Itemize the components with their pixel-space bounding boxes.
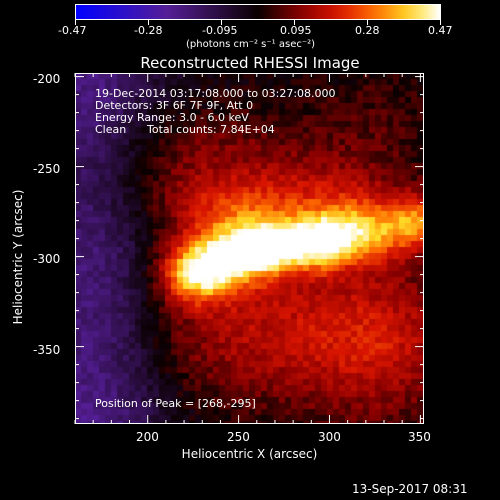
colorbar-tick-label: -0.095	[202, 24, 238, 37]
plot-area: 19-Dec-2014 03:17:08.000 to 03:27:08.000…	[74, 73, 424, 424]
y-tick-label: -200	[33, 72, 61, 86]
y-tick-label: -250	[33, 162, 61, 176]
colorbar-tick-mark	[294, 20, 295, 25]
footer-timestamp: 13-Sep-2017 08:31	[352, 482, 468, 496]
colorbar-tick-mark	[367, 20, 368, 25]
y-tick-label: -350	[33, 343, 61, 357]
colorbar-tick-mark	[440, 20, 441, 25]
colorbar-tick-mark	[75, 20, 76, 25]
plot-frame	[75, 73, 424, 424]
x-tick-label: 250	[227, 430, 250, 444]
colorbar-tick-mark	[221, 20, 222, 25]
plot-axes	[74, 73, 424, 424]
annotation-detectors: Detectors: 3F 6F 7F 9F, Att 0	[95, 99, 254, 112]
colorbar-tick-label: 0.47	[428, 24, 453, 37]
heatmap-image	[75, 73, 424, 424]
colorbar-tick-label: 0.095	[280, 24, 312, 37]
colorbar-tick-label: -0.47	[58, 24, 87, 37]
colorbar	[75, 4, 441, 25]
y-axis-label: Heliocentric Y (arcsec)	[11, 189, 25, 325]
x-tick-label: 350	[408, 430, 431, 444]
annotation-time-range: 19-Dec-2014 03:17:08.000 to 03:27:08.000	[95, 87, 336, 100]
annotation-clean: Clean	[95, 123, 127, 136]
plot-title: Reconstructed RHESSI Image	[140, 54, 360, 72]
x-tick-label: 300	[318, 430, 341, 444]
x-tick-label: 200	[136, 430, 159, 444]
annotation-energy: Energy Range: 3.0 - 6.0 keV	[95, 111, 249, 124]
colorbar-unit-label: (photons cm⁻² s⁻¹ asec⁻²)	[186, 39, 316, 50]
annotation-total-counts: Total counts: 7.84E+04	[147, 123, 275, 136]
colorbar-tick-label: 0.28	[355, 24, 380, 37]
x-axis-label: Heliocentric X (arcsec)	[181, 447, 318, 461]
colorbar-tick-mark	[148, 20, 149, 25]
y-tick-label: -300	[33, 252, 61, 266]
annotation-peak-position: Position of Peak = [268,-295]	[95, 397, 256, 410]
colorbar-gradient	[76, 5, 440, 19]
colorbar-tick-label: -0.28	[134, 24, 163, 37]
